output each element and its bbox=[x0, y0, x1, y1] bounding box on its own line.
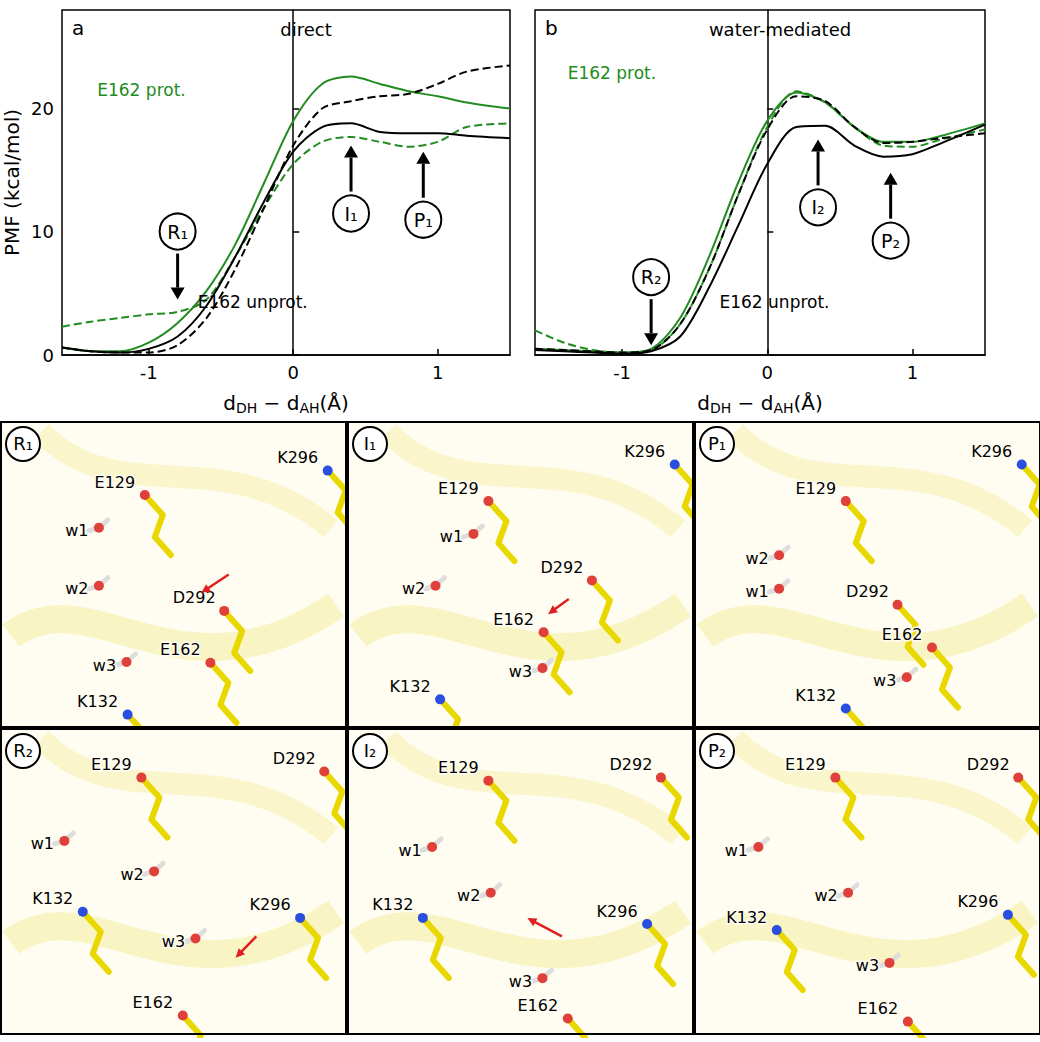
svg-text:w3: w3 bbox=[162, 932, 185, 951]
svg-text:b: b bbox=[545, 16, 558, 40]
svg-text:K296: K296 bbox=[277, 448, 318, 467]
svg-text:E129: E129 bbox=[91, 755, 132, 774]
svg-text:E162 prot.: E162 prot. bbox=[97, 80, 185, 100]
svg-text:20: 20 bbox=[31, 98, 54, 119]
svg-text:E162: E162 bbox=[160, 640, 201, 659]
svg-text:P₂: P₂ bbox=[881, 230, 900, 252]
svg-text:w2: w2 bbox=[814, 886, 837, 905]
svg-text:E129: E129 bbox=[795, 479, 836, 498]
svg-text:0: 0 bbox=[287, 362, 298, 383]
svg-text:AH: AH bbox=[773, 400, 793, 416]
svg-text:I₁: I₁ bbox=[344, 203, 357, 225]
svg-text:w1: w1 bbox=[31, 834, 54, 853]
svg-text:w3: w3 bbox=[873, 671, 896, 690]
svg-text:P₁: P₁ bbox=[708, 433, 726, 454]
svg-text:a: a bbox=[72, 16, 84, 40]
svg-text:1: 1 bbox=[907, 362, 918, 383]
svg-text:I₁: I₁ bbox=[364, 433, 377, 454]
svg-text:d: d bbox=[223, 391, 236, 415]
svg-text:0: 0 bbox=[43, 345, 54, 366]
svg-text:(Å): (Å) bbox=[319, 391, 348, 415]
svg-text:K296: K296 bbox=[250, 895, 291, 914]
svg-text:E129: E129 bbox=[438, 479, 479, 498]
svg-text:E162: E162 bbox=[493, 610, 534, 629]
svg-text:w1: w1 bbox=[745, 582, 768, 601]
svg-text:D292: D292 bbox=[609, 755, 652, 774]
svg-text:1: 1 bbox=[432, 362, 443, 383]
svg-text:P₁: P₁ bbox=[414, 209, 433, 231]
svg-text:d: d bbox=[697, 391, 710, 415]
svg-text:K132: K132 bbox=[372, 895, 413, 914]
svg-text:R₁: R₁ bbox=[13, 433, 33, 454]
svg-text:w3: w3 bbox=[509, 662, 532, 681]
svg-text:I₂: I₂ bbox=[811, 196, 824, 218]
svg-text:D292: D292 bbox=[540, 558, 583, 577]
svg-text:-1: -1 bbox=[613, 362, 631, 383]
svg-text:w1: w1 bbox=[398, 841, 421, 860]
svg-text:w1: w1 bbox=[725, 841, 748, 860]
svg-text:w2: w2 bbox=[745, 549, 768, 568]
svg-text:R₁: R₁ bbox=[167, 221, 188, 243]
svg-text:E129: E129 bbox=[438, 758, 479, 777]
svg-text:D292: D292 bbox=[846, 582, 889, 601]
svg-text:K132: K132 bbox=[795, 686, 836, 705]
svg-text:w2: w2 bbox=[457, 886, 480, 905]
svg-text:E162: E162 bbox=[517, 996, 558, 1015]
svg-text:w3: w3 bbox=[509, 972, 532, 991]
svg-text:w2: w2 bbox=[65, 579, 88, 598]
svg-text:K296: K296 bbox=[624, 442, 665, 461]
svg-text:K132: K132 bbox=[32, 889, 73, 908]
svg-text:DH: DH bbox=[236, 400, 257, 416]
svg-text:D292: D292 bbox=[967, 755, 1010, 774]
svg-text:D292: D292 bbox=[273, 749, 316, 768]
svg-text:10: 10 bbox=[31, 221, 54, 242]
svg-text:(Å): (Å) bbox=[793, 391, 822, 415]
svg-text:K132: K132 bbox=[726, 908, 767, 927]
svg-text:P₂: P₂ bbox=[708, 740, 726, 761]
svg-text:K296: K296 bbox=[597, 902, 638, 921]
svg-text:D292: D292 bbox=[172, 588, 216, 608]
svg-text:AH: AH bbox=[299, 400, 319, 416]
svg-text:E162: E162 bbox=[882, 625, 923, 644]
svg-text:E162 unprot.: E162 unprot. bbox=[198, 292, 308, 312]
svg-text:K296: K296 bbox=[971, 442, 1012, 461]
svg-text:w2: w2 bbox=[402, 579, 425, 598]
svg-text:-1: -1 bbox=[140, 362, 158, 383]
svg-text:water-mediated: water-mediated bbox=[709, 19, 851, 40]
svg-text:E129: E129 bbox=[785, 755, 826, 774]
svg-text:K132: K132 bbox=[77, 692, 118, 711]
svg-text:− d: − d bbox=[731, 391, 773, 415]
svg-text:− d: − d bbox=[257, 391, 299, 415]
svg-text:w1: w1 bbox=[440, 527, 463, 546]
svg-text:R₂: R₂ bbox=[13, 740, 33, 761]
svg-text:E162: E162 bbox=[132, 993, 173, 1012]
svg-text:PMF (kcal/mol): PMF (kcal/mol) bbox=[0, 109, 24, 256]
svg-text:DH: DH bbox=[710, 400, 731, 416]
svg-text:E162 unprot.: E162 unprot. bbox=[720, 292, 830, 312]
svg-text:R₂: R₂ bbox=[641, 266, 662, 288]
svg-text:direct: direct bbox=[280, 19, 331, 40]
svg-text:K296: K296 bbox=[957, 892, 998, 911]
svg-text:I₂: I₂ bbox=[364, 740, 377, 761]
svg-text:w3: w3 bbox=[856, 956, 879, 975]
svg-text:w2: w2 bbox=[120, 865, 143, 884]
svg-text:E129: E129 bbox=[95, 473, 136, 492]
svg-text:K132: K132 bbox=[390, 677, 431, 696]
svg-text:w1: w1 bbox=[65, 521, 88, 540]
svg-text:E162: E162 bbox=[858, 999, 899, 1018]
svg-text:w3: w3 bbox=[93, 656, 116, 675]
svg-text:0: 0 bbox=[762, 362, 773, 383]
svg-text:E162 prot.: E162 prot. bbox=[568, 63, 656, 83]
